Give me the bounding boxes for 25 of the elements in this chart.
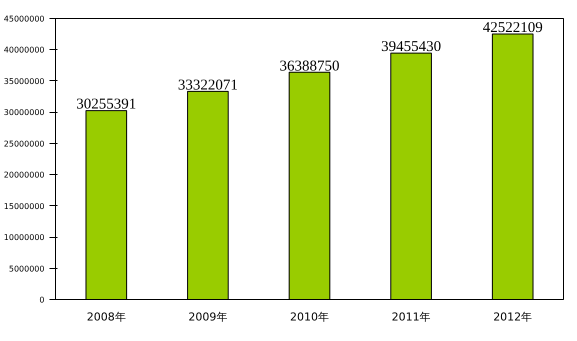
data-label: 33322071 bbox=[178, 77, 238, 94]
y-tick-label: 15000000 bbox=[4, 202, 44, 211]
data-label: 39455430 bbox=[381, 39, 442, 56]
data-label: 36388750 bbox=[280, 58, 340, 74]
y-tick-label: 0 bbox=[39, 296, 45, 304]
bar bbox=[390, 52, 432, 300]
data-label: 30255391 bbox=[76, 96, 136, 113]
y-tick-label: 30000000 bbox=[4, 108, 44, 118]
y-tick-label: 45000000 bbox=[4, 14, 44, 24]
x-tick-label: 2008年 bbox=[86, 310, 126, 324]
x-tick-label: 2011年 bbox=[392, 310, 431, 324]
y-tick-label: 25000000 bbox=[4, 139, 44, 148]
y-tick-label: 5000000 bbox=[8, 264, 45, 274]
x-tick-label: 2010年 bbox=[290, 310, 330, 324]
bar bbox=[85, 110, 128, 300]
bar bbox=[288, 72, 330, 300]
y-tick-label: 10000000 bbox=[4, 233, 44, 242]
bar bbox=[187, 90, 229, 300]
bar bbox=[492, 33, 534, 300]
data-label: 42522109 bbox=[482, 20, 543, 36]
y-tick-label: 40000000 bbox=[4, 46, 44, 55]
x-tick-label: 2012年 bbox=[493, 310, 532, 324]
y-tick-label: 20000000 bbox=[4, 170, 44, 180]
x-tick-label: 2009年 bbox=[188, 310, 228, 324]
y-tick-label: 35000000 bbox=[4, 76, 44, 86]
